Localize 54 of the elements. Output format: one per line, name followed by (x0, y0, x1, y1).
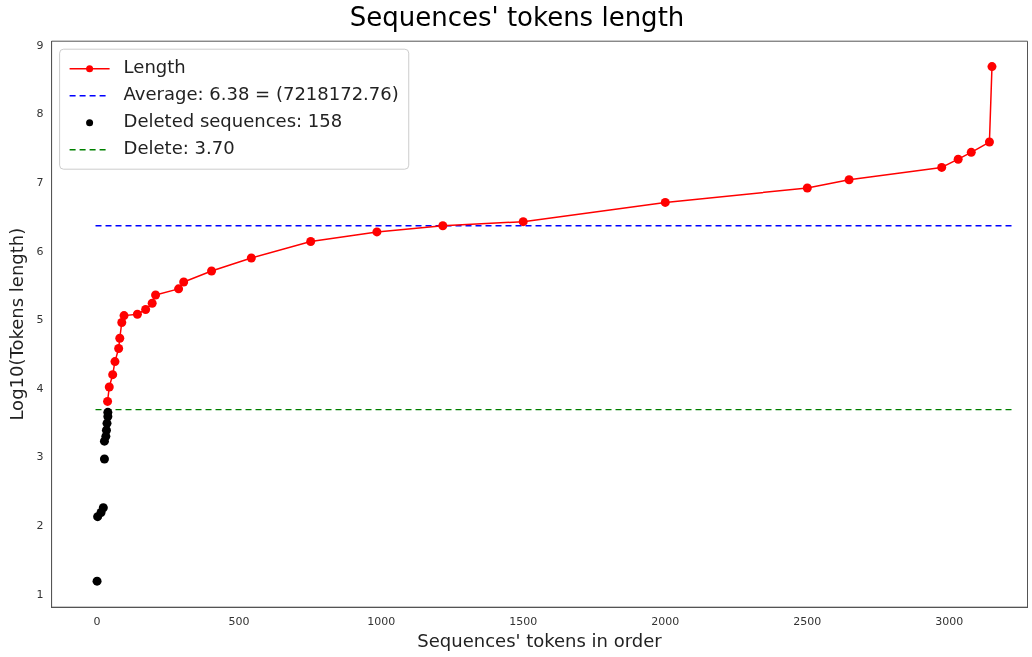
point (103, 396, 113, 406)
y-tick-label: 8 (36, 107, 44, 121)
point (132, 309, 142, 319)
y-tick-label: 4 (36, 381, 44, 395)
point (114, 344, 124, 354)
point (438, 221, 448, 231)
point (104, 382, 114, 392)
point (953, 154, 963, 164)
x-axis-title: Sequences' tokens in order (417, 629, 663, 651)
x-tick-label: 2000 (651, 614, 680, 628)
chart-title: Sequences' tokens length (349, 2, 685, 33)
point (98, 503, 108, 513)
y-tick-label: 9 (36, 38, 44, 52)
point (372, 227, 382, 237)
point (141, 304, 151, 314)
point (802, 183, 812, 193)
x-tick-label: 1000 (367, 614, 396, 628)
point (246, 253, 256, 263)
point (660, 197, 670, 207)
legend-label: Deleted sequences: 158 (123, 110, 343, 132)
x-tick-label: 1500 (509, 614, 538, 628)
y-tick-label: 7 (36, 176, 44, 190)
x-tick-label: 2500 (793, 614, 822, 628)
point (966, 147, 976, 157)
point (844, 175, 854, 185)
point (984, 137, 994, 147)
y-tick-label: 1 (36, 587, 44, 601)
point (99, 454, 109, 464)
legend-label: Length (123, 56, 186, 78)
legend-label: Average: 6.38 = (7218172.76) (123, 83, 399, 105)
point (207, 266, 217, 276)
point (179, 277, 189, 287)
point (174, 284, 184, 294)
x-tick-label: 500 (228, 614, 250, 628)
y-tick-label: 3 (36, 450, 44, 464)
legend-label: Delete: 3.70 (123, 137, 235, 159)
y-axis-title: Log10(Tokens length) (6, 227, 28, 421)
point (306, 237, 316, 247)
x-tick-label: 0 (93, 614, 101, 628)
point (117, 317, 127, 327)
x-tick-label: 3000 (935, 614, 964, 628)
y-tick-label: 5 (36, 313, 44, 327)
point (987, 62, 997, 72)
point (115, 333, 125, 343)
point (937, 162, 947, 172)
point (92, 576, 102, 586)
point (147, 298, 157, 308)
point (518, 217, 528, 227)
point (108, 370, 118, 380)
point (151, 290, 161, 300)
point (119, 311, 129, 321)
point (110, 357, 120, 367)
y-tick-label: 6 (36, 244, 44, 258)
y-tick-label: 2 (36, 519, 44, 533)
